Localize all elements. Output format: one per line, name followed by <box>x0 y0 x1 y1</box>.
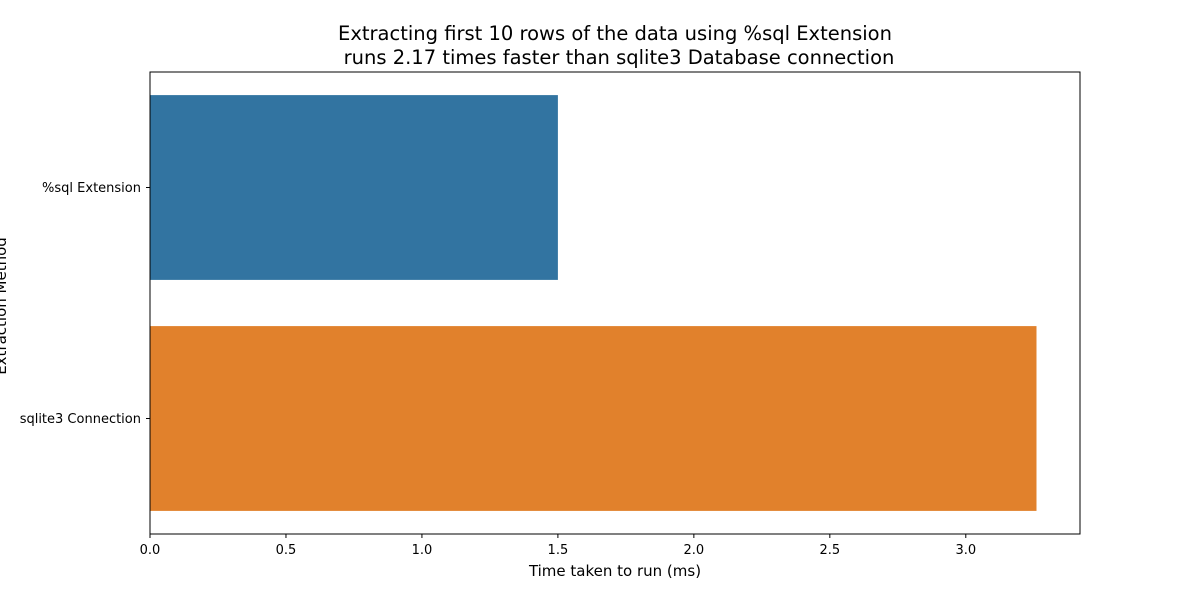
bar-0 <box>150 95 558 280</box>
chart-title: Extracting first 10 rows of the data usi… <box>338 22 894 69</box>
plot-area-frame <box>149 71 1081 535</box>
x-tick-label: 2.0 <box>684 543 705 558</box>
y-axis-ticks: %sql Extension sqlite3 Connection <box>20 181 150 427</box>
x-axis-ticks: 0.0 0.5 1.0 1.5 2.0 2.5 3.0 <box>140 534 976 558</box>
bars-group <box>150 95 1037 511</box>
y-axis-label: Extraction Method <box>0 237 10 375</box>
x-tick-label: 3.0 <box>955 543 976 558</box>
x-axis-label: Time taken to run (ms) <box>528 562 701 580</box>
x-tick-label: 1.0 <box>412 543 433 558</box>
chart-title-line-2: runs 2.17 times faster than sqlite3 Data… <box>344 46 895 69</box>
x-tick-label: 1.5 <box>548 543 569 558</box>
y-tick-label: sqlite3 Connection <box>20 412 141 427</box>
x-tick-label: 2.5 <box>819 543 840 558</box>
x-tick-label: 0.5 <box>276 543 297 558</box>
x-tick-label: 0.0 <box>140 543 161 558</box>
chart-title-line-1: Extracting first 10 rows of the data usi… <box>338 22 892 45</box>
bar-1 <box>150 326 1037 511</box>
y-tick-label: %sql Extension <box>42 181 141 196</box>
